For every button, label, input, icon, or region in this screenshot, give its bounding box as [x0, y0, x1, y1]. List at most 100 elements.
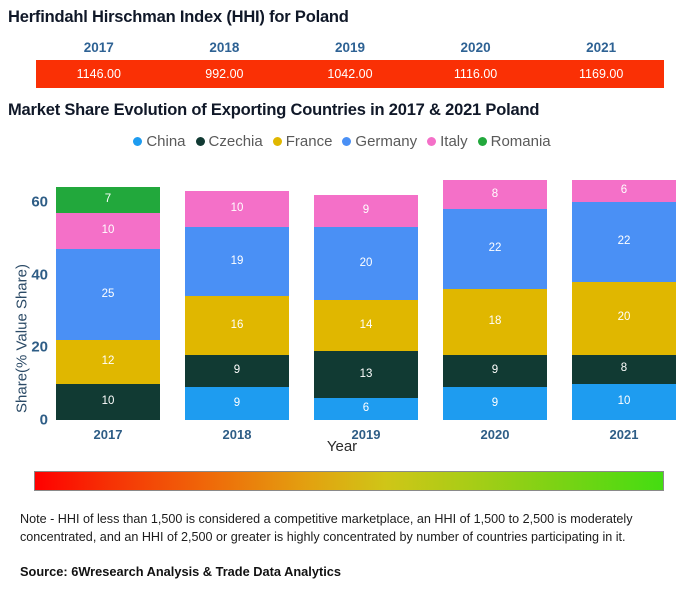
bar-segment-value: 13 — [359, 367, 373, 380]
bar-segment-germany[interactable]: 22 — [572, 201, 676, 282]
bar-segment-value: 7 — [104, 193, 112, 206]
hhi-value-bar: 1146.00 992.00 1042.00 1116.00 1169.00 — [36, 60, 664, 88]
hhi-year-label: 2021 — [586, 40, 617, 55]
bar-segment-france[interactable]: 16 — [185, 296, 289, 355]
chart-legend: China Czechia France Germany Italy Romania — [0, 133, 684, 150]
bar-segment-value: 10 — [230, 202, 244, 215]
bar-segment-germany[interactable]: 20 — [314, 227, 418, 301]
bar-segment-value: 25 — [101, 287, 115, 300]
x-axis-tick: 2021 — [609, 427, 639, 442]
chart-title: Market Share Evolution of Exporting Coun… — [8, 101, 540, 119]
legend-swatch-icon — [272, 137, 282, 146]
bar-segment-value: 14 — [359, 318, 373, 331]
bar-segment-value: 12 — [101, 355, 115, 368]
legend-label: Romania — [490, 133, 551, 150]
hhi-year-label: 2019 — [334, 40, 365, 55]
legend-label: France — [285, 133, 333, 150]
bar-segment-france[interactable]: 12 — [56, 340, 160, 384]
legend-label: Germany — [355, 133, 418, 150]
bar-segment-france[interactable]: 20 — [572, 281, 676, 355]
hhi-year-row: 2017 2018 2019 2020 2021 — [36, 38, 664, 58]
bar-segment-china[interactable]: 10 — [572, 383, 676, 420]
bar-segment-germany[interactable]: 19 — [185, 227, 289, 297]
bar-segment-value: 9 — [491, 396, 499, 409]
hhi-scale-gradient — [34, 471, 664, 491]
legend-swatch-icon — [195, 137, 205, 146]
hhi-value: 1042.00 — [327, 67, 373, 81]
bar-segment-value: 6 — [362, 402, 370, 415]
hhi-year-label: 2017 — [83, 40, 114, 55]
bar-column[interactable]: 9 20 14 13 6 — [314, 194, 418, 420]
y-axis-tick: 20 — [31, 338, 48, 356]
bar-segment-czechia[interactable]: 13 — [314, 350, 418, 399]
bar-segment-value: 22 — [488, 242, 502, 255]
bar-segment-value: 6 — [620, 184, 628, 197]
bar-segment-czechia[interactable]: 10 — [56, 383, 160, 420]
y-axis-tick: 40 — [31, 266, 48, 284]
y-axis-tick: 60 — [31, 193, 48, 211]
legend-label: China — [146, 133, 186, 150]
bar-column[interactable]: 8 22 18 9 9 — [443, 180, 547, 420]
hhi-value: 992.00 — [205, 67, 244, 81]
bar-segment-value: 20 — [617, 311, 631, 324]
bar-column[interactable]: 6 22 20 8 10 — [572, 180, 676, 420]
bar-segment-italy[interactable]: 8 — [443, 180, 547, 210]
x-axis-tick: 2018 — [222, 427, 252, 442]
y-axis-ticks: 0 20 40 60 — [0, 160, 48, 450]
bar-segment-value: 22 — [617, 235, 631, 248]
x-axis-tick: 2019 — [351, 427, 381, 442]
hhi-year-label: 2018 — [209, 40, 240, 55]
footer-note: Note - HHI of less than 1,500 is conside… — [20, 512, 633, 544]
bar-segment-france[interactable]: 18 — [443, 289, 547, 355]
bar-segment-czechia[interactable]: 8 — [572, 354, 676, 384]
stacked-bar-chart: Share(% Value Share) 0 20 40 60 Year 7 10 25 1… — [0, 160, 684, 455]
x-axis-title: Year — [326, 438, 358, 455]
bar-segment-germany[interactable]: 25 — [56, 249, 160, 341]
bar-segment-china[interactable]: 9 — [443, 387, 547, 420]
bar-segment-value: 18 — [488, 315, 502, 328]
legend-item-romania[interactable]: Romania — [477, 133, 551, 150]
footer-source: Source: 6Wresearch Analysis & Trade Data… — [20, 564, 342, 579]
bar-segment-czechia[interactable]: 9 — [443, 354, 547, 388]
bar-segment-italy[interactable]: 9 — [314, 194, 418, 228]
bar-segment-value: 19 — [230, 255, 244, 268]
bar-segment-france[interactable]: 14 — [314, 300, 418, 351]
bar-segment-china[interactable]: 9 — [185, 387, 289, 420]
bar-column[interactable]: 10 19 16 9 9 — [185, 190, 289, 420]
legend-item-china[interactable]: China — [133, 133, 186, 150]
legend-swatch-icon — [427, 137, 437, 146]
bar-segment-value: 9 — [362, 204, 370, 217]
legend-label: Italy — [440, 133, 468, 150]
hhi-value: 1169.00 — [579, 67, 624, 81]
bar-segment-value: 9 — [491, 364, 499, 377]
bar-segment-value: 16 — [230, 318, 244, 331]
bar-segment-value: 9 — [233, 364, 241, 377]
bar-segment-italy[interactable]: 6 — [572, 180, 676, 202]
legend-swatch-icon — [133, 137, 143, 146]
hhi-value: 1116.00 — [453, 67, 498, 81]
y-axis-tick: 0 — [39, 411, 48, 429]
bar-segment-italy[interactable]: 10 — [56, 212, 160, 250]
bar-segment-czechia[interactable]: 9 — [185, 354, 289, 388]
bar-segment-china[interactable]: 6 — [314, 398, 418, 420]
legend-swatch-icon — [477, 137, 487, 146]
legend-label: Czechia — [208, 133, 263, 150]
legend-item-germany[interactable]: Germany — [342, 133, 417, 150]
hhi-value: 1146.00 — [76, 67, 121, 81]
bar-segment-value: 10 — [101, 224, 115, 237]
bar-segment-italy[interactable]: 10 — [185, 190, 289, 228]
legend-item-france[interactable]: France — [272, 133, 333, 150]
hhi-title: Herfindahl Hirschman Index (HHI) for Pol… — [8, 8, 349, 26]
x-axis-tick: 2017 — [93, 427, 123, 442]
hhi-year-label: 2020 — [460, 40, 491, 55]
bar-segment-romania[interactable]: 7 — [56, 187, 160, 213]
bar-column[interactable]: 7 10 25 12 10 — [56, 187, 160, 420]
bar-segment-value: 10 — [617, 395, 631, 408]
bar-segment-value: 20 — [359, 256, 373, 269]
bar-segment-value: 9 — [233, 396, 241, 409]
x-axis-tick: 2020 — [480, 427, 510, 442]
legend-item-italy[interactable]: Italy — [427, 133, 468, 150]
bar-segment-germany[interactable]: 22 — [443, 209, 547, 290]
legend-item-czechia[interactable]: Czechia — [195, 133, 263, 150]
legend-swatch-icon — [342, 137, 352, 146]
